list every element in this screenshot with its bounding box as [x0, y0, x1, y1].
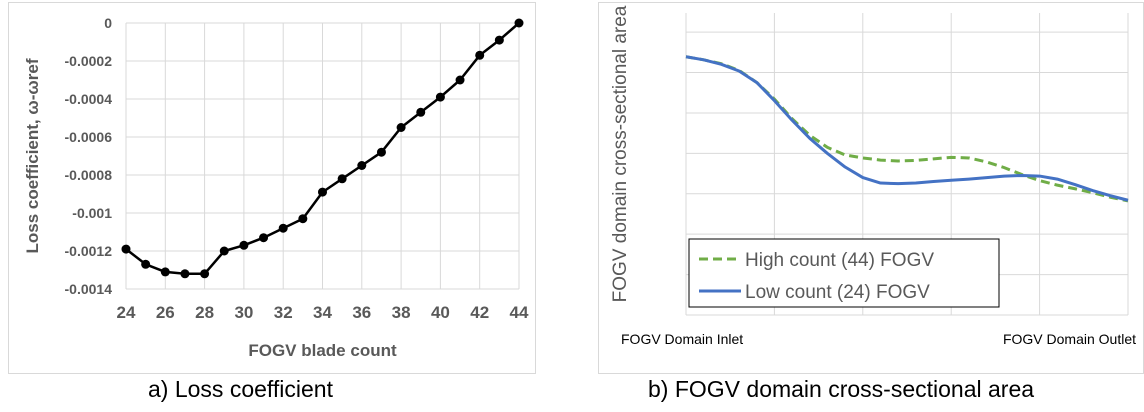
- x-tick-label: 40: [431, 303, 450, 322]
- series-line: [685, 55, 1129, 203]
- x-tick-label: 34: [313, 303, 332, 322]
- data-point: [298, 214, 308, 224]
- cross-sectional-area-chart-panel: FOGV Domain Inlet FOGV Domain Outlet FOGV …: [598, 2, 1144, 374]
- y-tick-label: -0.0014: [65, 281, 113, 297]
- data-point: [376, 147, 386, 157]
- data-point: [200, 269, 210, 279]
- data-point: [396, 123, 406, 132]
- y-axis-title: Loss coefficient, ω-ωref: [23, 58, 42, 253]
- data-point: [435, 92, 445, 102]
- data-point: [219, 246, 229, 256]
- y-axis-title: FOGV domain cross-sectional area: [610, 5, 631, 302]
- x-tick-label: 38: [392, 303, 411, 322]
- data-point: [141, 259, 151, 269]
- data-point: [239, 240, 249, 250]
- legend-label: Low count (24) FOGV: [745, 282, 930, 303]
- x-tick-label: 32: [274, 303, 293, 322]
- data-point: [494, 35, 504, 45]
- x-tick-label: 30: [234, 303, 253, 322]
- data-point: [318, 187, 327, 197]
- y-tick-label: -0.0004: [65, 91, 113, 107]
- x-tick-label-outlet: FOGV Domain Outlet: [1003, 331, 1136, 347]
- x-tick-label-inlet: FOGV Domain Inlet: [621, 331, 743, 347]
- x-tick-label: 26: [156, 303, 175, 322]
- data-point: [416, 107, 426, 117]
- data-point: [337, 174, 347, 184]
- data-point: [160, 267, 170, 277]
- data-point: [357, 161, 367, 170]
- legend: High count (44) FOGV Low count (24) FOGV: [688, 238, 1000, 308]
- x-tick-label: 24: [117, 303, 136, 322]
- data-point: [259, 233, 269, 243]
- y-tick-label: -0.0006: [65, 129, 113, 145]
- y-tick-label: -0.0012: [65, 243, 113, 259]
- y-tick-label: 0: [104, 15, 112, 31]
- data-point: [514, 18, 524, 28]
- data-point: [278, 223, 288, 233]
- x-axis-title: FOGV blade count: [248, 341, 397, 360]
- legend-box: [688, 238, 1000, 308]
- caption-loss-coefficient: a) Loss coefficient: [148, 376, 333, 402]
- x-tick-label: 28: [195, 303, 214, 322]
- data-point: [180, 269, 190, 279]
- y-tick-label: -0.0002: [65, 53, 113, 69]
- legend-label: High count (44) FOGV: [745, 250, 934, 271]
- caption-cross-sectional-area: b) FOGV domain cross-sectional area: [648, 376, 1035, 402]
- x-tick-label: 44: [510, 303, 529, 322]
- data-point: [121, 244, 131, 254]
- loss-coefficient-chart: 0 -0.0002 -0.0004 -0.0006 -0.0008 -0.001 -0.00…: [23, 15, 529, 360]
- x-tick-label: 42: [470, 303, 489, 322]
- y-tick-label: -0.001: [72, 205, 112, 221]
- series-line: [685, 55, 1129, 202]
- loss-coefficient-chart-panel: 0 -0.0002 -0.0004 -0.0006 -0.0008 -0.001 -0.00…: [8, 2, 536, 374]
- cross-sectional-area-chart: FOGV Domain Inlet FOGV Domain Outlet FOGV …: [610, 5, 1136, 347]
- data-point: [455, 75, 465, 85]
- data-point: [475, 50, 485, 60]
- x-tick-label: 36: [352, 303, 371, 322]
- y-tick-label: -0.0008: [65, 167, 113, 183]
